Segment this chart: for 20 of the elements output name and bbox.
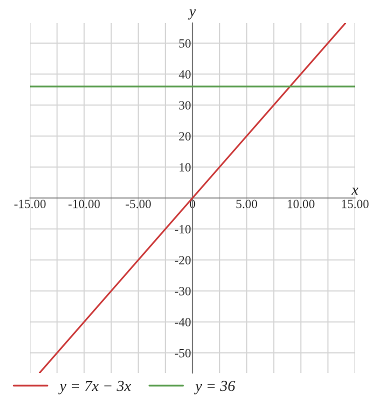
y-tick-label: 30: [179, 101, 191, 110]
y-tick-label: 40: [178, 70, 191, 79]
x-tick-label: -10.00: [68, 200, 100, 208]
y-tick-label: 20: [179, 132, 191, 141]
y-axis-title: y: [188, 9, 196, 20]
y-tick-label: -50: [174, 348, 191, 358]
x-axis-title: x: [351, 188, 358, 195]
y-tick-label: 50: [179, 39, 191, 48]
x-tick-label: 5.00: [236, 200, 258, 208]
y-tick-label: -20: [174, 256, 191, 264]
y-tick-label: -10: [174, 225, 191, 234]
x-tick-label: -15.00: [14, 200, 46, 208]
y-tick-label: -30: [174, 286, 191, 296]
x-tick-label: 10.00: [288, 200, 314, 208]
y-tick-label: 10: [180, 163, 191, 172]
x-tick-label: 15.00: [342, 200, 369, 208]
legend-label: y = 7x − 3x: [58, 380, 131, 394]
legend-label: y = 36: [194, 380, 236, 394]
y-tick-label: -40: [174, 318, 191, 326]
x-tick-label: -5.00: [126, 200, 151, 208]
